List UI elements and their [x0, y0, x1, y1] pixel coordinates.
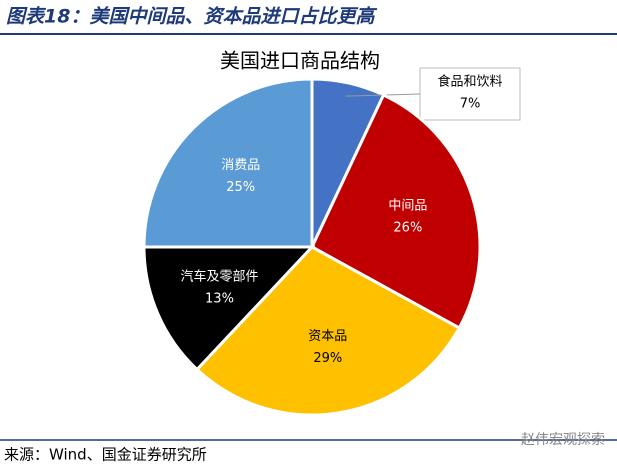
pie-slice	[142, 77, 314, 249]
value-label: 26%	[393, 220, 422, 235]
slice-label: 中间品	[388, 198, 427, 213]
slice-label: 消费品	[221, 158, 260, 173]
figure-title: 图表18：美国中间品、资本品进口占比更高	[6, 6, 377, 28]
value-label: 7%	[460, 97, 481, 112]
watermark: 赵伟宏观探索	[521, 431, 605, 448]
pie-slice	[142, 245, 316, 372]
pie-slice	[194, 245, 462, 417]
slice-label: 资本品	[308, 329, 347, 344]
callout-box	[419, 67, 521, 121]
value-label: 25%	[226, 180, 255, 195]
slice-label: 汽车及零部件	[180, 269, 258, 285]
chart-title: 美国进口商品结构	[220, 49, 380, 73]
source: 来源：Wind、国金证券研究所	[4, 446, 207, 464]
value-label: 29%	[313, 351, 342, 366]
value-label: 13%	[205, 292, 234, 307]
slice-label: 食品和饮料	[437, 74, 502, 90]
